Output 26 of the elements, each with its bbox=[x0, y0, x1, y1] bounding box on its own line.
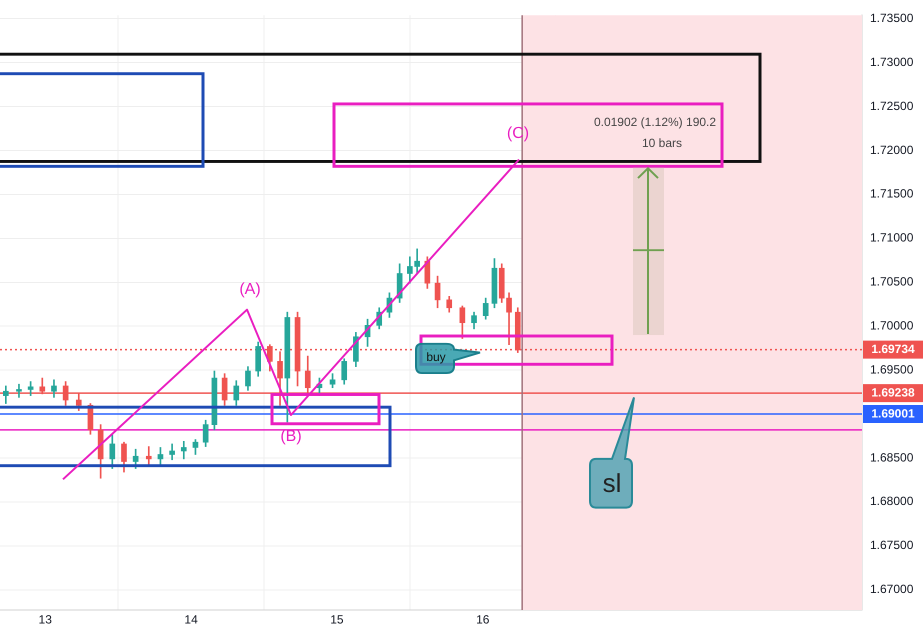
x-tick-label: 14 bbox=[184, 612, 198, 627]
y-tick-label: 1.68000 bbox=[870, 494, 914, 508]
y-tick-label: 1.73500 bbox=[870, 11, 914, 26]
x-tick-label: 13 bbox=[38, 612, 52, 627]
annotation: 0.01902 (1.12%) 190.2 bbox=[594, 115, 716, 130]
y-tick-label: 1.67000 bbox=[870, 582, 914, 596]
y-tick-label: 1.72000 bbox=[870, 142, 914, 157]
y-tick-label: 1.70000 bbox=[870, 318, 914, 333]
ref-line-label: 1.69734 bbox=[871, 342, 916, 356]
annotation: sl bbox=[602, 468, 622, 498]
y-tick-label: 1.68500 bbox=[870, 450, 914, 464]
y-tick-label: 1.69500 bbox=[870, 362, 914, 376]
candlestick bbox=[16, 384, 22, 398]
x-tick-label: 15 bbox=[330, 612, 344, 627]
annotation: 10 bars bbox=[642, 136, 682, 150]
y-tick-label: 1.70500 bbox=[870, 274, 914, 289]
y-tick-label: 1.71500 bbox=[870, 186, 914, 201]
y-tick-label: 1.73000 bbox=[870, 54, 914, 69]
annotation: (A) bbox=[239, 281, 261, 298]
y-tick-label: 1.71000 bbox=[870, 230, 914, 245]
annotation: buy bbox=[426, 350, 446, 364]
x-tick-label: 16 bbox=[476, 612, 490, 627]
y-tick-label: 1.72500 bbox=[870, 98, 914, 113]
ref-line-label: 1.69238 bbox=[871, 385, 916, 400]
ref-line-label: 1.69001 bbox=[871, 406, 916, 420]
y-tick-label: 1.67500 bbox=[870, 538, 914, 552]
